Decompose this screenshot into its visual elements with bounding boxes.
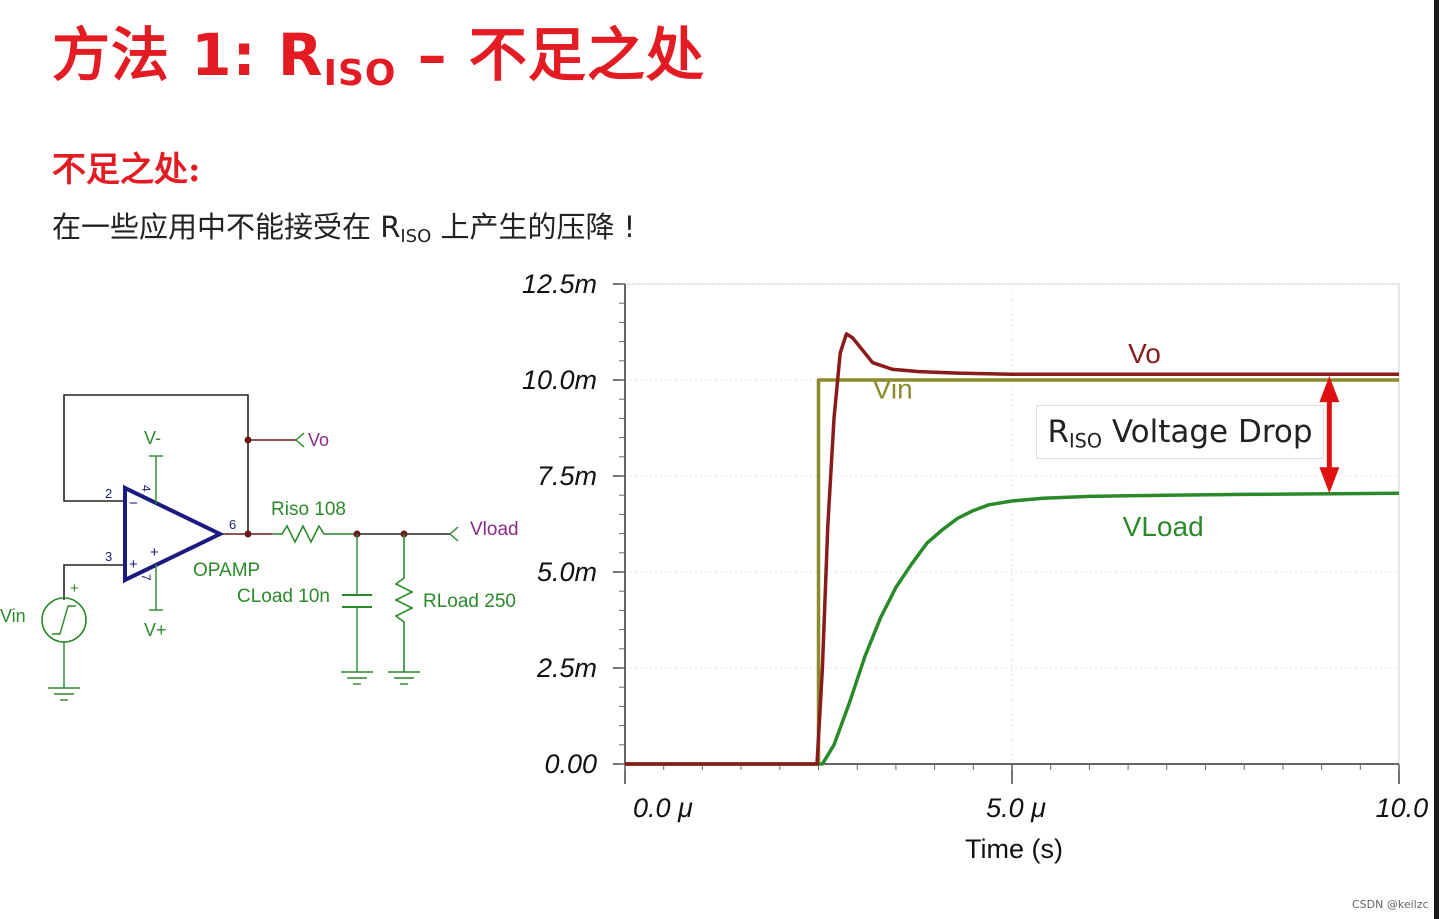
y-tick-label: 12.5m [522, 269, 597, 299]
x-tick-label: 0.0 μ [633, 793, 693, 823]
opamp-label: OPAMP [193, 560, 260, 581]
vload-flag [449, 526, 459, 542]
out-junction [244, 530, 252, 538]
subheading: 不足之处: [52, 150, 201, 190]
vin-series-label: Vin [873, 373, 913, 404]
x-tick-label: 5.0 μ [986, 793, 1046, 823]
x-axis-title: Time (s) [965, 834, 1063, 864]
rload-resistor [394, 534, 414, 672]
vin-ground [48, 687, 80, 701]
y-tick-label: 2.5m [536, 653, 597, 683]
pin6-label: 6 [229, 517, 236, 532]
inverting-sign: − [129, 495, 138, 512]
vo-series-label: Vo [1128, 338, 1161, 369]
vo-junction [244, 436, 252, 444]
source-credit: CSDN @keilzc [1352, 898, 1429, 911]
voltage-drop-arrow [1319, 376, 1340, 494]
voltage-drop-annotation: RISO Voltage Drop [1036, 405, 1324, 459]
arrow-head-top [1319, 376, 1340, 403]
vload-series-label: VLoad [1123, 511, 1204, 542]
body-text: 在一些应用中不能接受在 RISO 上产生的压降 ! [52, 210, 636, 248]
page-title: 方法 1: RISO – 不足之处 [52, 21, 705, 95]
riso-label: Riso 108 [271, 499, 346, 520]
vo-flag [295, 432, 305, 448]
vminus-label: V- [144, 428, 161, 448]
pin2-label: 2 [105, 486, 112, 501]
vo-trace [625, 332, 1399, 766]
pin3-label: 3 [105, 549, 112, 564]
pin7-label: 7 [139, 574, 153, 581]
y-tick-label: 7.5m [537, 461, 597, 491]
riso-resistor [272, 524, 356, 544]
arrow-head-bottom [1319, 467, 1340, 494]
chart-series [625, 332, 1400, 766]
vin-plus-sign: + [70, 580, 79, 597]
window-edge [1434, 0, 1439, 919]
y-tick-label: 5.0m [537, 557, 597, 587]
vin-step-glyph [52, 605, 76, 635]
rload-label: RLoad 250 [423, 591, 516, 612]
vo-node-label: Vo [308, 430, 329, 450]
cload-ground [341, 671, 373, 685]
y-tick-label: 10.0m [522, 365, 597, 395]
pin4-label: 4 [139, 485, 153, 492]
transient-chart: 0.00 2.5m 5.0m 7.5m 10.0m 12.5m 0.0 μ 5.0 μ 10.0… [522, 269, 1439, 823]
schematic-labels: V- V+ Vo Vload Riso 108 OPAMP CLoad 10n … [0, 428, 519, 640]
cload-label: CLoad 10n [237, 586, 330, 607]
chart-ticks [613, 283, 1400, 784]
vload-node-label: Vload [470, 519, 519, 540]
chart-labels: 0.00 2.5m 5.0m 7.5m 10.0m 12.5m 0.0 μ 5.0 μ 10.0… [522, 269, 1439, 823]
rload-ground [388, 671, 420, 685]
y-tick-label: 0.00 [544, 749, 597, 779]
vplus-label: V+ [144, 620, 167, 640]
vplus-sign: + [150, 544, 159, 561]
chart-grid [625, 283, 1399, 764]
vload-trace [625, 491, 1400, 766]
x-tick-label: 10.0 μ [1376, 793, 1439, 823]
noninv-wire [63, 564, 125, 600]
schematic [41, 394, 459, 701]
vin-source-label: Vin [0, 606, 26, 626]
opamp-symbol [123, 484, 225, 584]
noninverting-sign: + [129, 556, 138, 573]
